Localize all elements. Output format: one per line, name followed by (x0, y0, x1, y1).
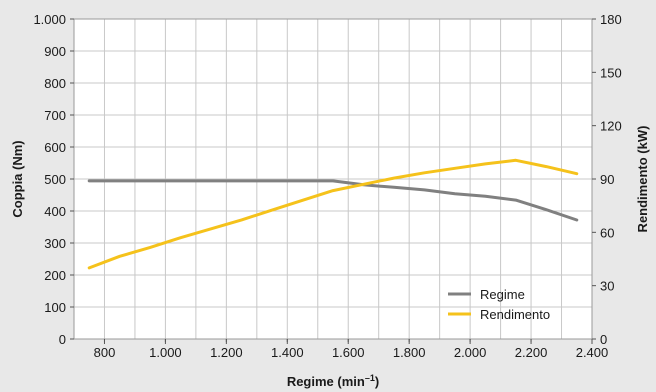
x-tick-label: 800 (94, 345, 116, 360)
y-tick-label: 900 (44, 44, 66, 59)
x-tick-label: 1.800 (393, 345, 426, 360)
series-line-regime (87, 179, 579, 222)
x-tick-label: 1.200 (210, 345, 243, 360)
y-tick-label: 100 (44, 300, 66, 315)
x-tick-label: 2.000 (454, 345, 487, 360)
y2-tick-label: 90 (600, 172, 614, 187)
x-tick-label: 1.400 (271, 345, 304, 360)
x-axis-title-exponent: –1 (365, 373, 375, 383)
x-tick-label: 1.600 (332, 345, 365, 360)
y-tick-label: 400 (44, 204, 66, 219)
y2-tick-label: 150 (600, 65, 622, 80)
legend-label-rendimento: Rendimento (480, 307, 550, 322)
grid-lines (73, 18, 593, 340)
y-axis-title: Coppia (Nm) (10, 140, 25, 217)
x-tick-label: 1.000 (149, 345, 182, 360)
x-axis-title: Regime (min–1) (287, 373, 379, 389)
y2-tick-label: 30 (600, 279, 614, 294)
y2-tick-label: 60 (600, 225, 614, 240)
y-tick-label: 300 (44, 236, 66, 251)
legend: Regime Rendimento (448, 287, 550, 322)
series-line-rendimento (87, 158, 579, 270)
y-tick-label: 600 (44, 140, 66, 155)
y2-tick-label: 0 (600, 332, 607, 347)
x-tick-label: 2.400 (576, 345, 609, 360)
y2-axis-ticks: 0 30 60 90 120 150 180 (592, 12, 622, 347)
y-axis-ticks: 0 100 200 300 400 500 600 700 800 900 1.000 (33, 12, 74, 347)
y-tick-label: 500 (44, 172, 66, 187)
y-tick-label: 800 (44, 76, 66, 91)
y-tick-label: 1.000 (33, 12, 66, 27)
legend-label-regime: Regime (480, 287, 525, 302)
y2-tick-label: 120 (600, 119, 622, 134)
y2-axis-title: Rendimento (kW) (635, 126, 650, 233)
y-tick-label: 700 (44, 108, 66, 123)
series-layer (87, 158, 579, 270)
y2-tick-label: 180 (600, 12, 622, 27)
x-axis-ticks: 800 1.000 1.200 1.400 1.600 1.800 2.000 2.200 2.… (94, 339, 609, 360)
y-tick-label: 200 (44, 268, 66, 283)
y-tick-label: 0 (59, 332, 66, 347)
x-tick-label: 2.200 (515, 345, 548, 360)
